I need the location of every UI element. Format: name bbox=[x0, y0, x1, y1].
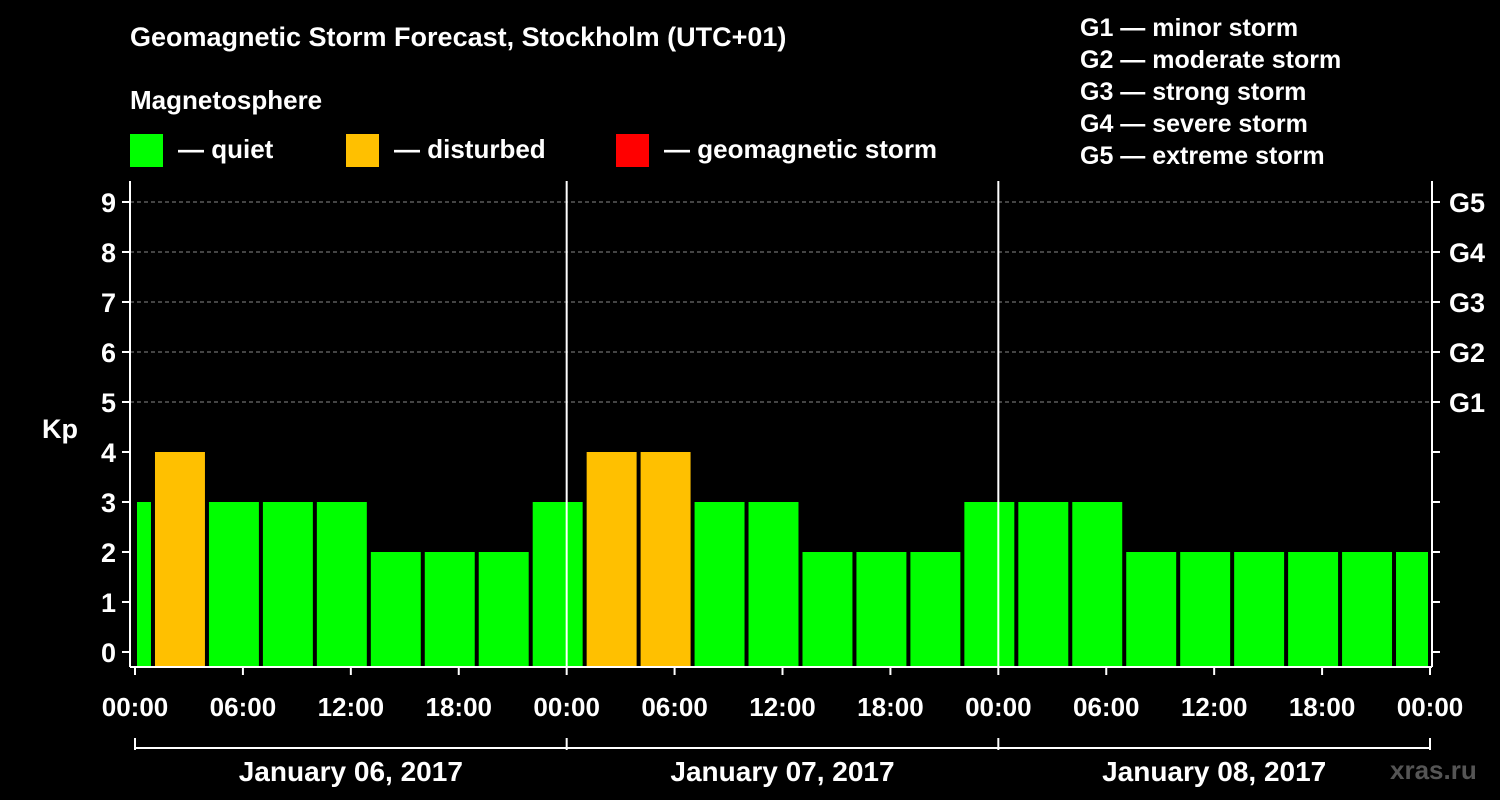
x-tick-label: 18:00 bbox=[1289, 692, 1356, 722]
storm-scale-g3: G3 — strong storm bbox=[1080, 78, 1307, 106]
storm-scale-g5: G5 — extreme storm bbox=[1080, 142, 1325, 170]
legend-label-storm: — geomagnetic storm bbox=[664, 134, 938, 164]
x-tick-label: 00:00 bbox=[533, 692, 600, 722]
x-tick-label: 12:00 bbox=[749, 692, 816, 722]
x-tick-label: 00:00 bbox=[965, 692, 1032, 722]
kp-bar bbox=[1288, 552, 1339, 667]
y-tick-label: 8 bbox=[101, 238, 116, 268]
kp-bar bbox=[1180, 552, 1231, 667]
day-label: January 07, 2017 bbox=[670, 756, 894, 787]
y-tick-label: 7 bbox=[101, 288, 116, 318]
day-label: January 06, 2017 bbox=[239, 756, 463, 787]
legend-label-disturbed: — disturbed bbox=[394, 134, 546, 164]
kp-bar bbox=[478, 552, 529, 667]
kp-bar bbox=[154, 452, 205, 667]
legend-swatch-disturbed bbox=[346, 134, 379, 167]
y-tick-label: 0 bbox=[101, 638, 116, 668]
storm-scale-g4: G4 — severe storm bbox=[1080, 110, 1308, 138]
legend-label-quiet: — quiet bbox=[178, 134, 274, 164]
y-tick-label: 5 bbox=[101, 388, 116, 418]
y-axis-label: Kp bbox=[42, 414, 78, 444]
kp-bar bbox=[262, 502, 313, 667]
chart-title: Geomagnetic Storm Forecast, Stockholm (U… bbox=[130, 22, 787, 52]
legend-swatch-quiet bbox=[130, 134, 163, 167]
kp-bar bbox=[424, 552, 475, 667]
x-tick-label: 06:00 bbox=[641, 692, 708, 722]
g-scale-label: G2 bbox=[1449, 338, 1485, 368]
y-tick-label: 1 bbox=[101, 588, 116, 618]
y-tick-label: 6 bbox=[101, 338, 116, 368]
kp-bar bbox=[532, 502, 583, 667]
storm-scale-g1: G1 — minor storm bbox=[1080, 14, 1299, 42]
kp-bar bbox=[1072, 502, 1123, 667]
x-tick-label: 12:00 bbox=[318, 692, 385, 722]
kp-bar bbox=[748, 502, 799, 667]
legend-swatch-storm bbox=[616, 134, 649, 167]
watermark: xras.ru bbox=[1390, 755, 1477, 785]
kp-bar bbox=[1126, 552, 1177, 667]
kp-bar bbox=[1342, 552, 1393, 667]
g-scale-label: G4 bbox=[1449, 238, 1485, 268]
kp-bar bbox=[208, 502, 259, 667]
kp-bar bbox=[694, 502, 745, 667]
storm-scale-g2: G2 — moderate storm bbox=[1080, 46, 1342, 74]
day-label: January 08, 2017 bbox=[1102, 756, 1326, 787]
x-tick-label: 06:00 bbox=[210, 692, 277, 722]
kp-bar bbox=[586, 452, 637, 667]
g-scale-label: G3 bbox=[1449, 288, 1485, 318]
g-scale-label: G1 bbox=[1449, 388, 1485, 418]
magnetosphere-label: Magnetosphere bbox=[130, 85, 323, 115]
x-tick-label: 00:00 bbox=[1397, 692, 1464, 722]
kp-bar bbox=[802, 552, 853, 667]
kp-bar bbox=[316, 502, 367, 667]
x-tick-label: 18:00 bbox=[857, 692, 924, 722]
kp-bar bbox=[856, 552, 907, 667]
kp-bar bbox=[1396, 552, 1428, 667]
x-tick-label: 00:00 bbox=[102, 692, 169, 722]
kp-bar bbox=[370, 552, 421, 667]
g-scale-label: G5 bbox=[1449, 188, 1485, 218]
y-tick-label: 9 bbox=[101, 188, 116, 218]
x-tick-label: 12:00 bbox=[1181, 692, 1248, 722]
kp-bar bbox=[964, 502, 1015, 667]
x-tick-label: 06:00 bbox=[1073, 692, 1140, 722]
kp-bar bbox=[910, 552, 961, 667]
y-tick-label: 2 bbox=[101, 538, 116, 568]
y-tick-label: 3 bbox=[101, 488, 116, 518]
kp-bar bbox=[1018, 502, 1069, 667]
kp-bar bbox=[640, 452, 691, 667]
x-tick-label: 18:00 bbox=[426, 692, 493, 722]
y-tick-label: 4 bbox=[101, 438, 116, 468]
kp-bar bbox=[1234, 552, 1285, 667]
kp-bar bbox=[137, 502, 151, 667]
